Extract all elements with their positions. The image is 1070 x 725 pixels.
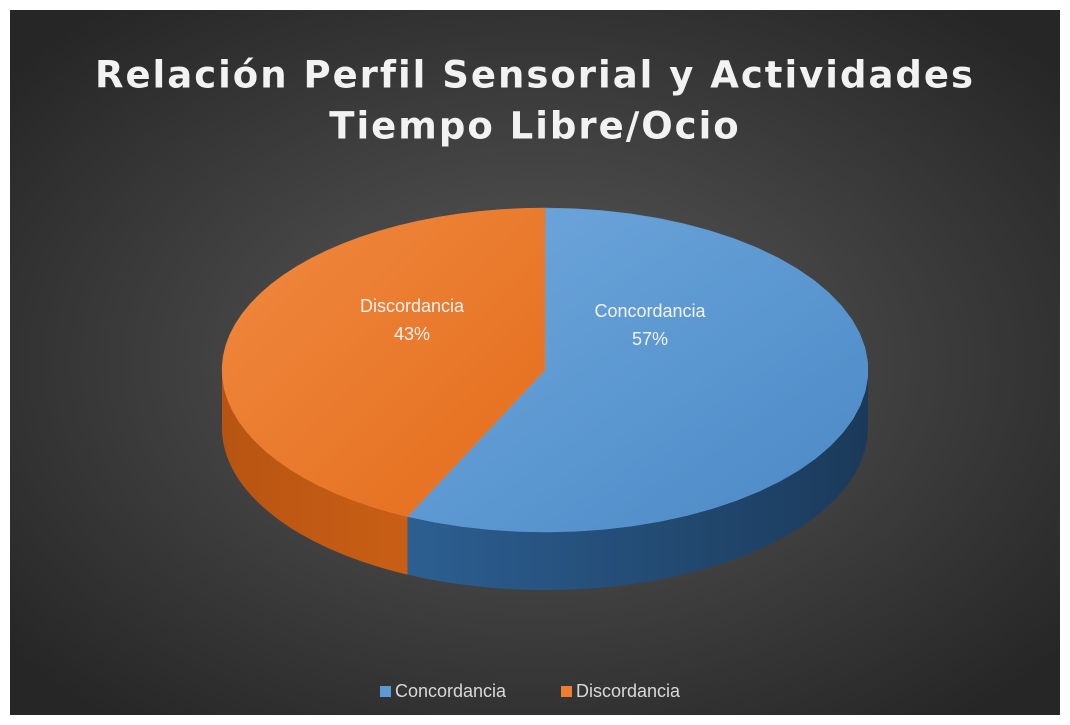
data-label-name: Discordancia (360, 296, 465, 316)
slice-side (407, 370, 868, 590)
data-label-value: 57% (632, 329, 668, 349)
legend-swatch (380, 686, 391, 697)
legend-swatch (561, 686, 572, 697)
data-label-value: 43% (394, 324, 430, 344)
chart-title: Relación Perfil Sensorial y Actividades (95, 54, 975, 97)
legend-label: Discordancia (576, 681, 681, 701)
slice (221, 207, 546, 517)
data-label-name: Concordancia (594, 301, 706, 321)
chart-title: Tiempo Libre/Ocio (329, 105, 740, 148)
legend-label: Concordancia (395, 681, 507, 701)
slice-side (222, 370, 408, 575)
slice (406, 207, 868, 533)
